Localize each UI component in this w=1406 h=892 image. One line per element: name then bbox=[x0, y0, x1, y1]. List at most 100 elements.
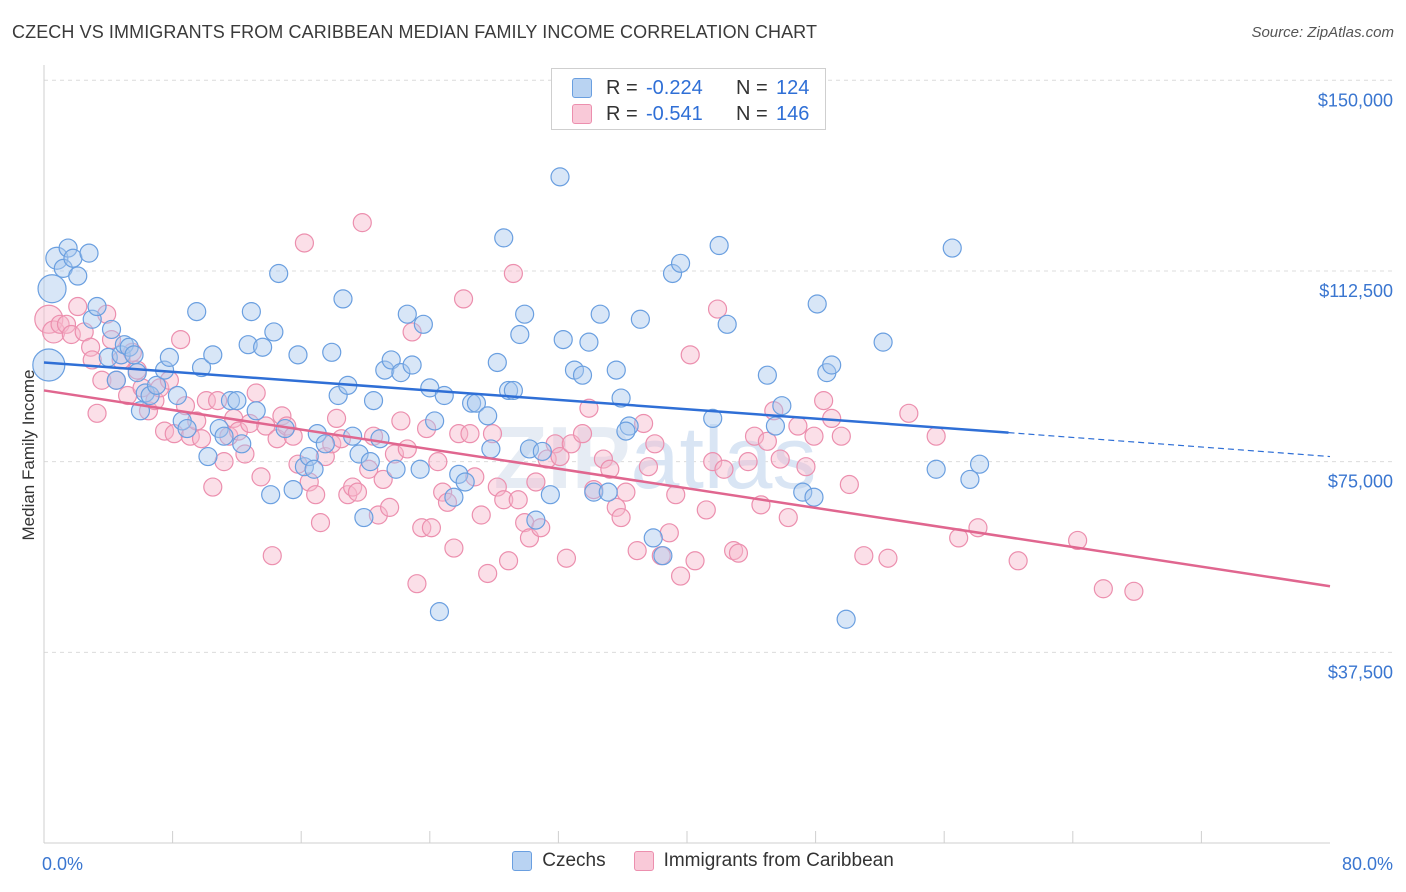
czech-point bbox=[630, 309, 650, 329]
czech-point bbox=[127, 363, 147, 383]
caribbean-point bbox=[611, 507, 631, 528]
caribbean-point bbox=[391, 411, 411, 431]
czech-point bbox=[227, 391, 247, 411]
caribbean-point bbox=[262, 546, 282, 566]
caribbean-point bbox=[550, 446, 570, 467]
caribbean-point bbox=[778, 507, 798, 528]
legend-n-label: N = bbox=[736, 102, 768, 125]
legend-label-caribbean: Immigrants from Caribbean bbox=[663, 850, 894, 871]
caribbean-point bbox=[1093, 579, 1113, 599]
czech-trend-line bbox=[43, 361, 1009, 434]
czech-point bbox=[360, 452, 380, 472]
caribbean-point bbox=[707, 299, 728, 319]
czech-point bbox=[246, 401, 266, 421]
caribbean-point bbox=[1068, 530, 1088, 551]
caribbean-point bbox=[465, 467, 485, 487]
legend-n-label: N = bbox=[736, 76, 768, 99]
caribbean-point bbox=[373, 469, 393, 490]
caribbean-point bbox=[804, 426, 824, 446]
czech-point bbox=[370, 429, 390, 449]
czech-point bbox=[264, 322, 284, 342]
czech-point bbox=[410, 459, 430, 479]
caribbean-point bbox=[899, 403, 919, 423]
czech-point bbox=[540, 485, 560, 505]
caribbean-point bbox=[770, 449, 790, 469]
czech-point bbox=[455, 472, 475, 492]
series-legend: Czechs Immigrants from Caribbean bbox=[0, 850, 1406, 872]
czech-point bbox=[159, 347, 179, 367]
caribbean-point bbox=[703, 452, 723, 472]
czech-point bbox=[146, 375, 167, 395]
czech-point bbox=[804, 487, 824, 507]
caribbean-point bbox=[633, 413, 654, 434]
y-axis-label: Median Family Income bbox=[19, 369, 38, 540]
caribbean-point bbox=[831, 426, 851, 446]
caribbean-point bbox=[478, 563, 498, 584]
caribbean-point bbox=[696, 500, 716, 520]
czech-point bbox=[926, 459, 946, 479]
czech-point bbox=[315, 434, 335, 454]
caribbean-point bbox=[437, 492, 458, 512]
caribbean-point bbox=[428, 452, 448, 472]
caribbean-point bbox=[359, 459, 379, 479]
caribbean-point bbox=[56, 314, 77, 334]
caribbean-point bbox=[453, 289, 474, 309]
czech-point bbox=[643, 528, 663, 548]
czech-point bbox=[386, 459, 406, 479]
czech-point bbox=[429, 602, 450, 622]
legend-r-label: R = bbox=[606, 102, 638, 125]
czech-point bbox=[58, 238, 78, 258]
caribbean-point bbox=[685, 551, 705, 571]
caribbean-point bbox=[796, 457, 816, 477]
czech-point bbox=[553, 329, 573, 350]
czech-point bbox=[515, 304, 535, 324]
czech-point bbox=[532, 441, 552, 462]
caribbean-point bbox=[171, 329, 191, 350]
czech-point bbox=[253, 337, 273, 357]
czech-point bbox=[572, 365, 593, 385]
czech-point bbox=[836, 609, 856, 629]
caribbean-point bbox=[482, 424, 503, 444]
legend-item-czechs: Czechs bbox=[512, 850, 606, 872]
caribbean-point bbox=[402, 322, 422, 342]
caribbean-point bbox=[600, 459, 620, 479]
czech-point bbox=[82, 309, 102, 329]
legend-label-czechs: Czechs bbox=[542, 850, 606, 871]
caribbean-point bbox=[878, 548, 898, 568]
caribbean-point bbox=[606, 497, 626, 517]
czech-point bbox=[873, 332, 893, 352]
czech-point bbox=[653, 546, 673, 566]
caribbean-point bbox=[460, 424, 480, 444]
caribbean-point bbox=[508, 490, 528, 510]
caribbean-point bbox=[187, 411, 207, 431]
czech-point bbox=[68, 266, 88, 286]
czech-point bbox=[349, 444, 369, 464]
caribbean-point bbox=[556, 548, 577, 568]
czech-point bbox=[101, 319, 122, 340]
caribbean-point bbox=[645, 434, 665, 454]
czech-point bbox=[238, 335, 258, 355]
caribbean-point bbox=[191, 429, 212, 449]
caribbean-point bbox=[579, 398, 599, 418]
czech-point bbox=[232, 434, 252, 454]
czech-point bbox=[402, 355, 422, 375]
czech-point bbox=[503, 380, 523, 401]
x-tick-label: 0.0% bbox=[42, 854, 83, 874]
y-tick-label: $75,000 bbox=[1328, 472, 1393, 492]
caribbean-point bbox=[572, 424, 593, 444]
x-tick-label: 80.0% bbox=[1342, 854, 1393, 874]
caribbean-point bbox=[670, 566, 691, 586]
czech-point bbox=[670, 253, 691, 273]
caribbean-point bbox=[449, 424, 469, 444]
czech-point bbox=[261, 485, 281, 505]
caribbean-point bbox=[444, 538, 464, 558]
caribbean-point bbox=[352, 213, 372, 233]
czech-point bbox=[333, 289, 353, 309]
czech-point bbox=[203, 345, 223, 365]
grid bbox=[44, 79, 1394, 653]
caribbean-point bbox=[380, 497, 400, 517]
caribbean-point bbox=[34, 304, 64, 334]
czech-point bbox=[220, 391, 241, 411]
czech-point bbox=[757, 365, 777, 385]
czech-point bbox=[167, 385, 188, 406]
